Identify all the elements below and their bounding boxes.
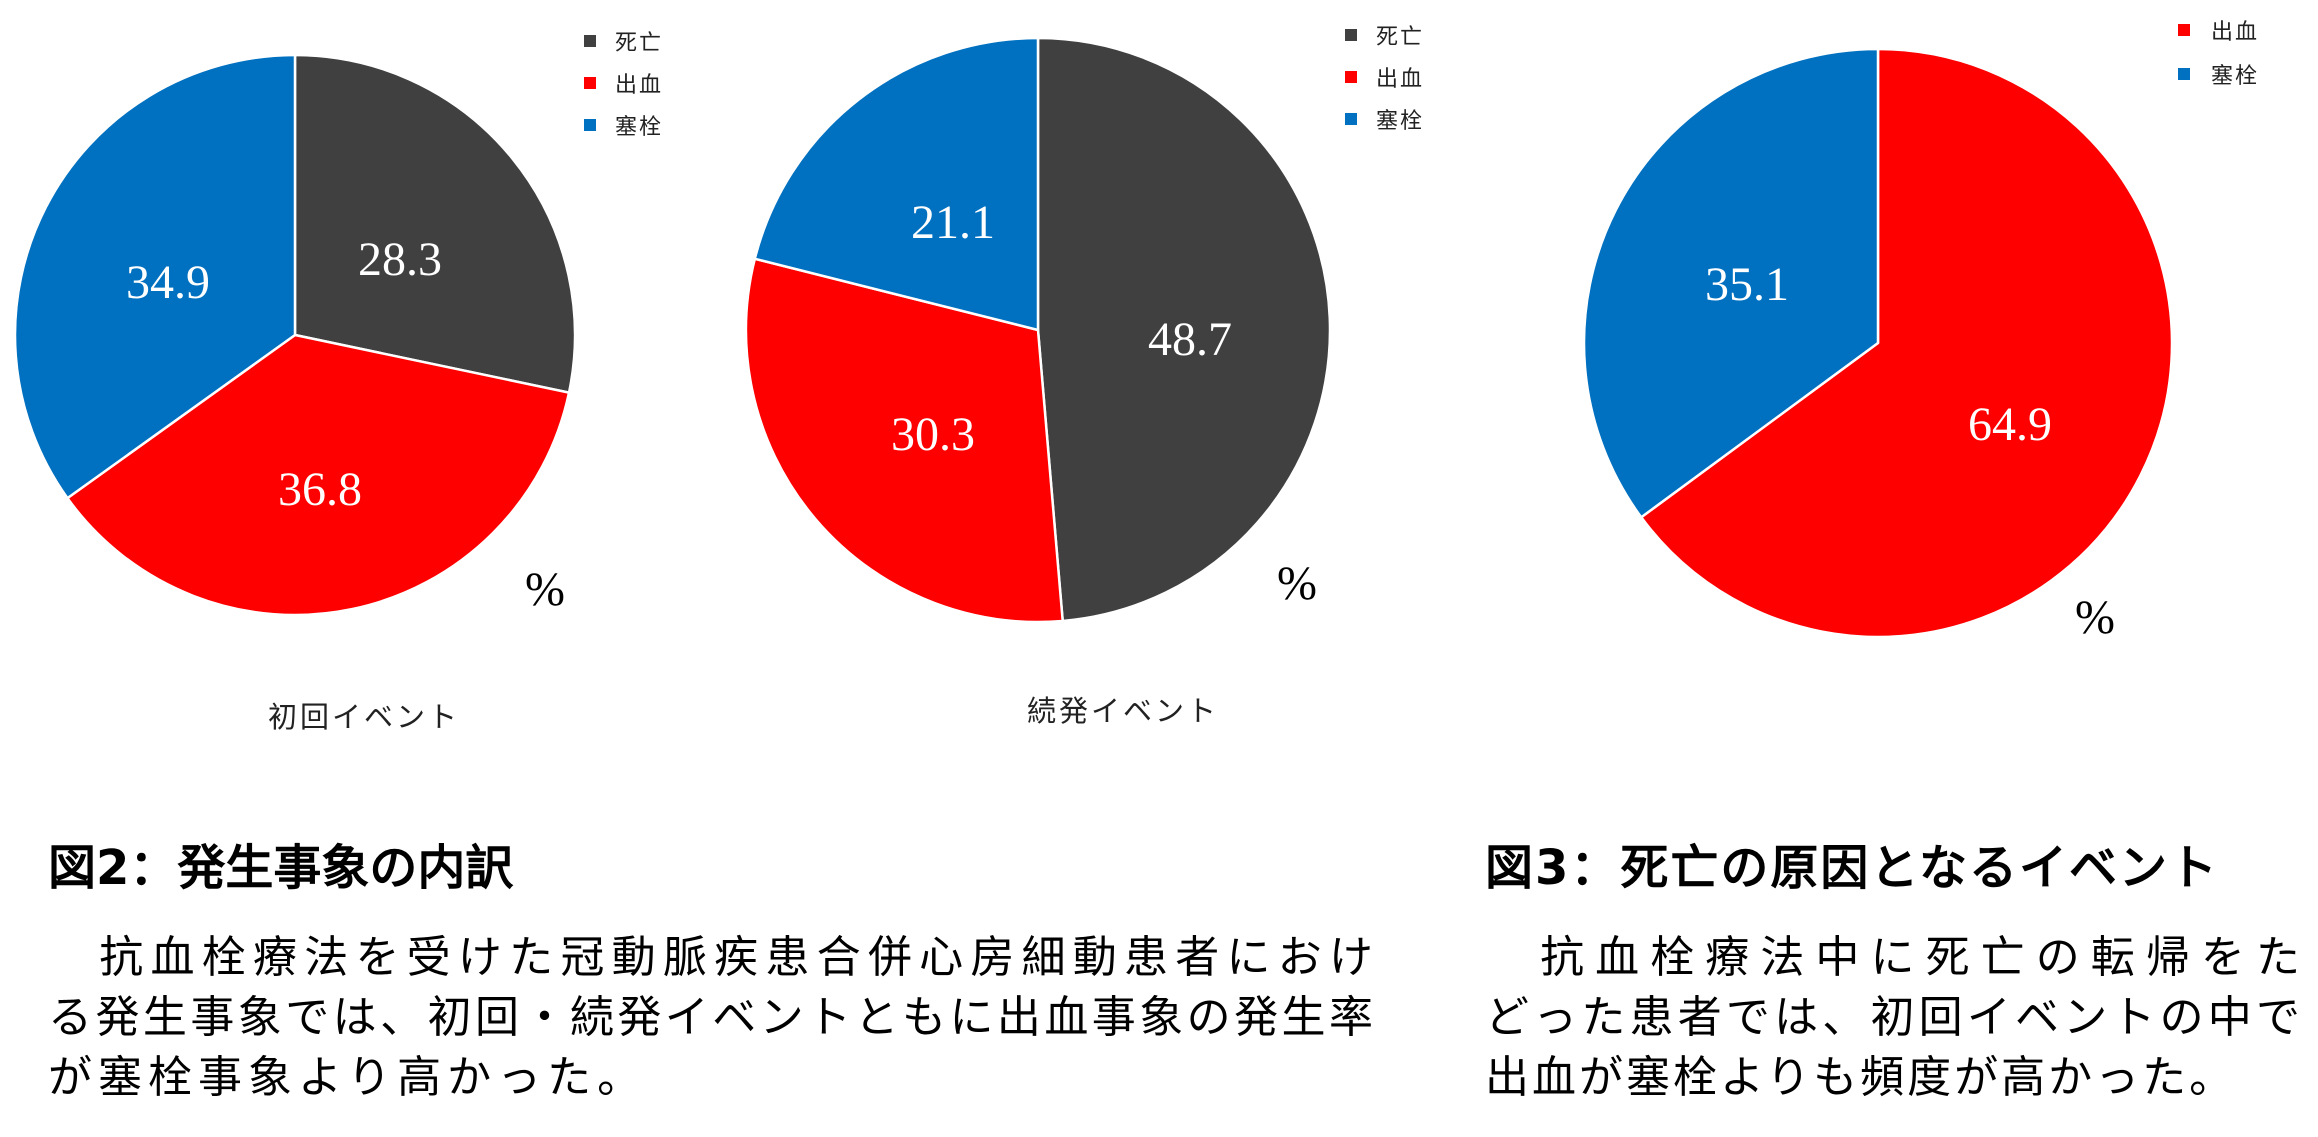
figure2-title: 図2：発生事象の内訳 (48, 840, 514, 896)
pie-slice-embolism (13, 53, 297, 500)
figure3-title: 図3：死亡の原因となるイベント (1485, 840, 2219, 896)
legend: 死亡 出血 塞栓 (1345, 14, 1424, 140)
pie-death-cause-svg: 64.9 35.1 (1582, 47, 2174, 639)
slice-label-embolism: 21.1 (911, 196, 995, 249)
legend-swatch-bleeding (1345, 71, 1357, 83)
legend-label: 塞栓 (2211, 64, 2260, 89)
pie-slice-embolism (1582, 47, 1880, 519)
figure3-line-3: 出血が塞栓よりも頻度が高かった。 (1485, 1052, 2237, 1103)
slice-label-death: 28.3 (358, 233, 442, 286)
pie-recurrent-svg: 48.7 30.3 21.1 (744, 36, 1332, 624)
pie-slice-embolism (753, 36, 1040, 332)
figure2-line-2: る発生事象では、初回・続発イベントともに出血事象の発生率 (48, 992, 1373, 1043)
legend-swatch-death (584, 35, 596, 47)
legend: 出血 塞栓 (2178, 9, 2259, 97)
pie-chart-recurrent-event: 48.7 30.3 21.1 % 死亡 出血 塞栓 続発イベント (0, 0, 1480, 780)
legend-swatch-bleeding (2178, 24, 2190, 36)
legend-item-death: 死亡 (584, 20, 663, 62)
legend-swatch-embolism (2178, 68, 2190, 80)
unit-label: % (2075, 591, 2115, 644)
slice-label-bleeding: 30.3 (891, 408, 975, 461)
pie-slice-bleeding (744, 257, 1064, 624)
legend-swatch-embolism (1345, 113, 1357, 125)
slice-label-bleeding: 64.9 (1968, 398, 2052, 451)
legend: 死亡 出血 塞栓 (584, 20, 663, 146)
figure2-line-1: 抗血栓療法を受けた冠動脈疾患合併心房細動患者におけ (48, 932, 1373, 983)
legend-item-bleeding: 出血 (584, 62, 663, 104)
pie-slice-death (293, 53, 577, 394)
legend-label: 塞栓 (615, 115, 664, 140)
legend-item-bleeding: 出血 (1345, 56, 1424, 98)
legend-label: 出血 (2211, 20, 2260, 45)
chart-caption: 続発イベント (1027, 694, 1220, 728)
pie-slice-bleeding (1639, 47, 2174, 639)
legend-item-bleeding: 出血 (2178, 9, 2259, 51)
legend-label: 出血 (615, 73, 664, 98)
figure3-line-2: どった患者では、初回イベントの中で (1485, 992, 2300, 1043)
legend-label: 死亡 (615, 31, 664, 56)
slice-label-death: 48.7 (1148, 313, 1232, 366)
unit-label: % (525, 563, 565, 616)
legend-item-embolism: 塞栓 (1345, 98, 1424, 140)
pie-initial-svg: 28.3 36.8 34.9 (13, 53, 577, 617)
pie-chart-initial-event: 28.3 36.8 34.9 % 死亡 出血 塞栓 初回イベント (0, 0, 760, 780)
legend-label: 死亡 (1376, 25, 1425, 50)
slice-label-bleeding: 36.8 (278, 463, 362, 516)
pie-slice-death (1036, 36, 1332, 623)
pie-recurrent-slices (744, 36, 1332, 624)
legend-item-embolism: 塞栓 (2178, 51, 2259, 97)
unit-label: % (1277, 557, 1317, 610)
figure2-description: 抗血栓療法を受けた冠動脈疾患合併心房細動患者におけ る発生事象では、初回・続発イ… (48, 928, 1373, 1108)
legend-swatch-bleeding (584, 77, 596, 89)
legend-label: 塞栓 (1376, 109, 1425, 134)
figure3-line-1: 抗血栓療法中に死亡の転帰をた (1485, 932, 2300, 983)
pie-death-cause-slices (1582, 47, 2174, 639)
figure3-description: 抗血栓療法中に死亡の転帰をた どった患者では、初回イベントの中で 出血が塞栓より… (1485, 928, 2300, 1108)
legend-item-death: 死亡 (1345, 14, 1424, 56)
legend-label: 出血 (1376, 67, 1425, 92)
figure2-line-3: が塞栓事象より高かった。 (48, 1052, 648, 1103)
slice-label-embolism: 35.1 (1705, 258, 1789, 311)
legend-swatch-embolism (584, 119, 596, 131)
legend-item-embolism: 塞栓 (584, 104, 663, 146)
pie-initial-slices (13, 53, 577, 617)
slice-label-embolism: 34.9 (126, 256, 210, 309)
chart-caption: 初回イベント (268, 700, 461, 734)
pie-chart-death-cause: 64.9 35.1 % 出血 塞栓 (1582, 9, 2259, 644)
legend-swatch-death (1345, 29, 1357, 41)
pie-slice-bleeding (66, 333, 571, 617)
